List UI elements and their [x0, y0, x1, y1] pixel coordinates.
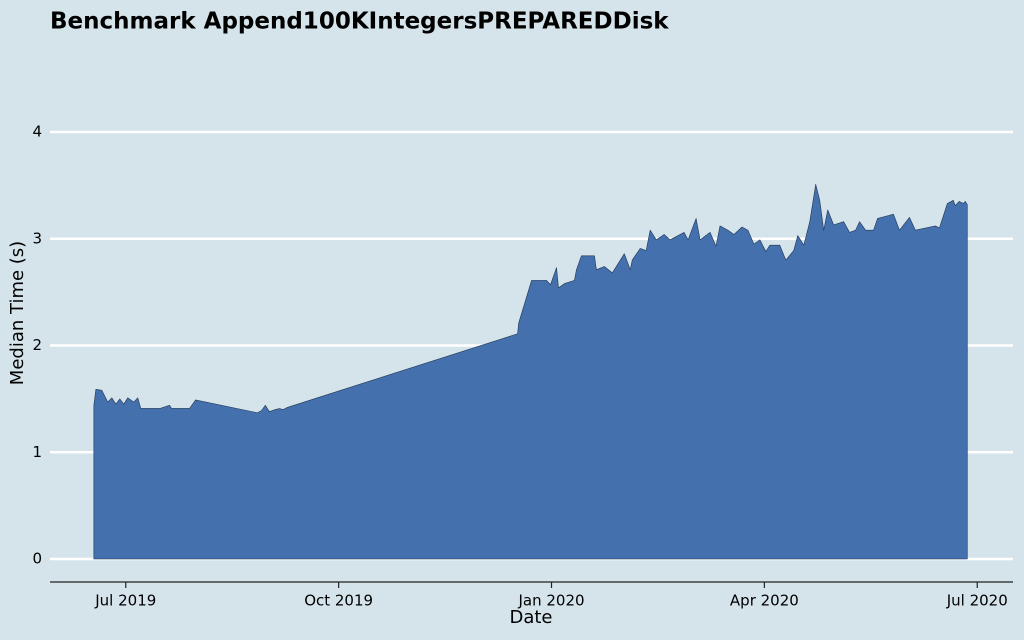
x-tick-label: Jul 2019 — [94, 592, 156, 610]
y-tick-label: 0 — [32, 550, 42, 568]
chart-title: Benchmark Append100KIntegersPREPAREDDisk — [50, 9, 669, 35]
y-tick-label: 1 — [32, 443, 42, 461]
x-tick-label: Oct 2019 — [304, 592, 373, 610]
x-tick-label: Jul 2020 — [946, 592, 1008, 610]
x-tick-label: Jan 2020 — [517, 592, 584, 610]
y-tick-label: 3 — [32, 229, 42, 247]
y-tick-label: 4 — [32, 123, 42, 141]
area — [93, 184, 968, 560]
x-tick-label: Apr 2020 — [730, 592, 799, 610]
y-axis-label: Median Time (s) — [7, 241, 28, 385]
x-axis-label: Date — [509, 607, 552, 628]
y-tick-label: 2 — [32, 336, 42, 354]
